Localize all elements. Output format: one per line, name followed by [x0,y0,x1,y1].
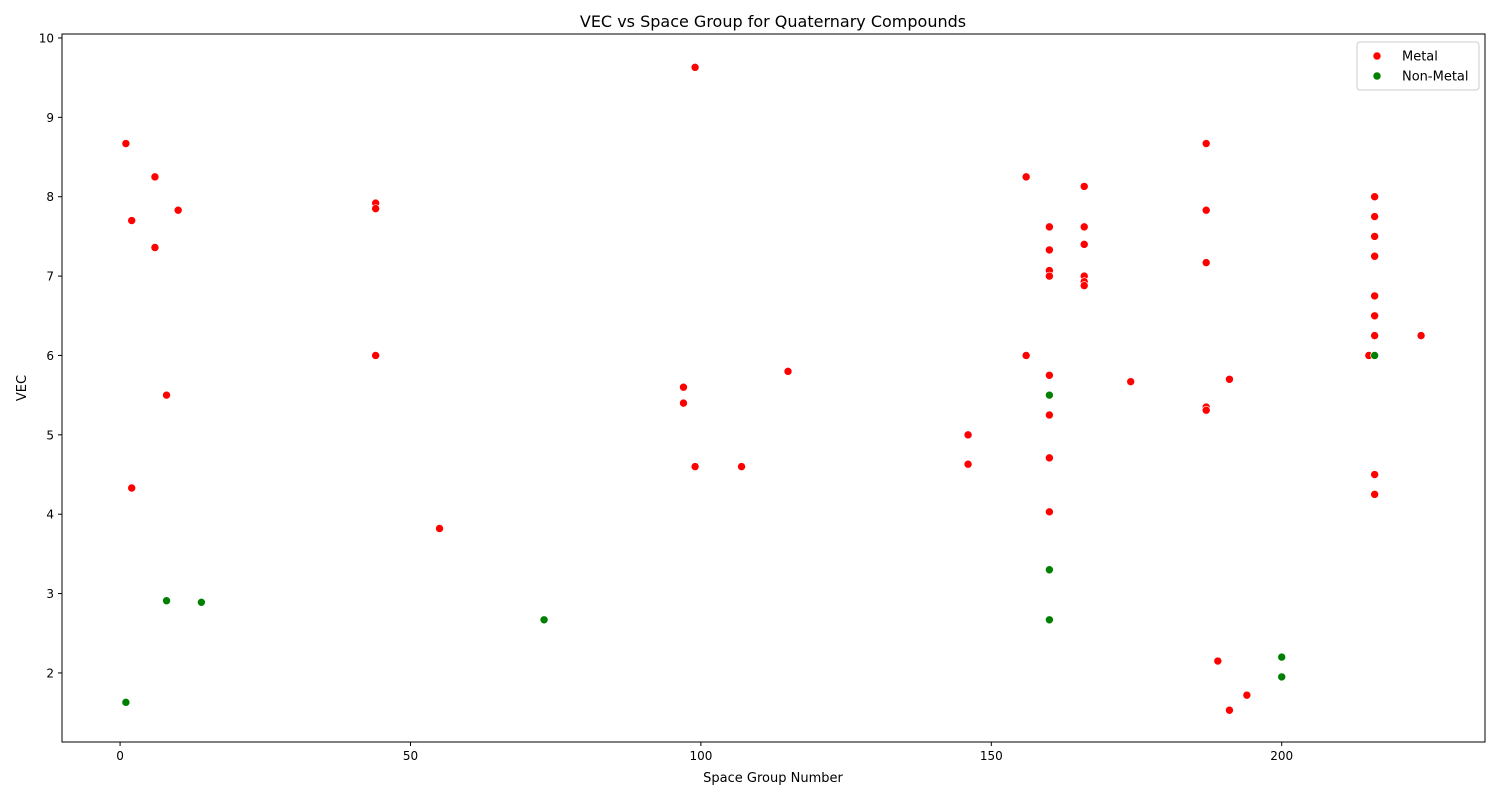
data-point-metal [1045,222,1054,232]
data-point-non-metal [197,598,206,607]
data-point-metal [1370,251,1379,261]
x-tick-label: 0 [116,749,124,763]
data-point-metal [1021,351,1031,360]
data-point-metal [1045,507,1054,517]
data-point-metal [1225,374,1234,384]
legend-marker-metal [1372,51,1382,61]
data-point-metal [1242,690,1252,700]
chart-title: VEC vs Space Group for Quaternary Compou… [580,12,966,31]
data-point-metal [1021,172,1031,182]
data-point-metal [1201,205,1211,215]
data-point-metal [121,139,131,148]
data-point-non-metal [539,615,549,625]
data-point-metal [1201,139,1211,148]
data-point-metal [737,462,746,471]
x-axis: 0 50 100 150 200 [116,742,1293,763]
data-point-metal [150,172,160,182]
y-tick-label: 2 [46,666,54,680]
data-point-metal [1201,258,1211,267]
x-tick-label: 200 [1270,749,1293,763]
data-point-metal [1370,311,1379,321]
data-point-non-metal [1277,652,1287,662]
y-tick-label: 4 [46,508,54,522]
y-tick-label: 7 [46,270,54,284]
y-tick-label: 6 [46,349,54,363]
plot-area-frame [61,33,1486,743]
data-point-metal [1126,377,1136,386]
data-point-non-metal [1277,672,1287,682]
legend-label-non-metal: Non-Metal [1402,70,1469,85]
data-point-metal [963,459,973,469]
data-point-non-metal [121,698,131,707]
y-tick-label: 3 [46,587,54,601]
y-axis: 2 3 4 5 6 7 8 9 10 [39,31,62,680]
data-point-metal [1370,291,1379,301]
data-point-metal [371,351,380,360]
data-point-metal [1370,470,1379,479]
data-point-metal [173,205,183,215]
legend-label-metal: Metal [1402,50,1438,65]
data-point-metal [435,524,444,533]
data-point-metal [1079,240,1089,249]
data-point-metal [1045,453,1054,463]
data-point-metal [963,430,973,440]
data-point-metal [1045,371,1054,380]
data-point-metal [127,483,136,493]
data-point-metal [1045,410,1054,420]
y-tick-label: 10 [39,31,54,45]
data-point-metal [1370,212,1379,221]
data-point-metal [1370,490,1379,499]
x-axis-title: Space Group Number [703,771,843,786]
data-point-metal [150,243,160,252]
x-tick-label: 50 [403,749,418,763]
data-point-metal [690,63,700,72]
data-point-metal [1201,405,1211,415]
y-tick-label: 8 [46,190,54,204]
data-point-metal [679,398,688,408]
data-point-metal [1079,222,1089,232]
legend-marker-non-metal [1372,71,1382,81]
x-tick-label: 150 [980,749,1003,763]
data-point-non-metal [1045,390,1054,400]
data-point-metal [679,382,688,392]
data-point-metal [1213,656,1223,666]
data-point-non-metal [1045,565,1054,575]
legend-box [1356,41,1480,91]
data-point-metal [1079,182,1089,191]
y-axis-title: VEC [15,375,30,401]
data-point-metal [162,390,171,400]
x-tick-label: 100 [689,749,712,763]
data-point-metal [371,204,380,213]
data-point-non-metal [1370,351,1379,360]
data-point-metal [1225,705,1234,715]
legend: Metal Non-Metal [1356,41,1480,91]
data-point-metal [1045,271,1054,281]
data-point-metal [783,367,793,376]
data-point-non-metal [1045,615,1054,625]
data-point-metal [127,216,136,225]
data-point-metal [1416,331,1426,340]
data-point-metal [1370,192,1379,202]
data-point-metal [1045,245,1054,255]
data-point-metal [1079,281,1089,290]
data-point-metal [1370,232,1379,241]
data-point-non-metal [162,596,171,606]
data-point-metal [1370,331,1379,340]
data-point-metal [690,462,700,471]
y-tick-label: 9 [46,111,54,125]
y-tick-label: 5 [46,428,54,442]
data-points [121,63,1426,715]
